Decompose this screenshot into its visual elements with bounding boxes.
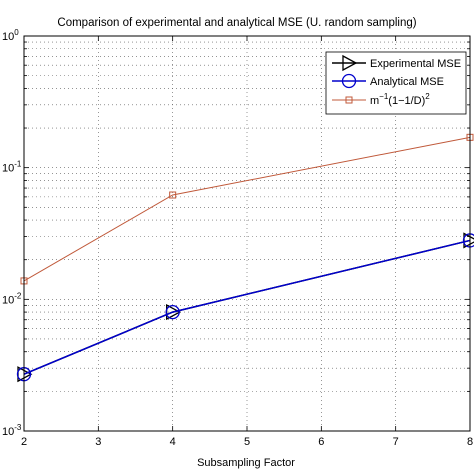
series-line bbox=[23, 239, 471, 375]
data-point-circle bbox=[165, 304, 180, 320]
legend-label-analytical: Analytical MSE bbox=[370, 76, 444, 88]
series-group bbox=[16, 133, 474, 383]
x-tick-label: 3 bbox=[95, 436, 101, 448]
y-tick-labels: 10-3 10-2 10-1 100 bbox=[2, 28, 22, 438]
legend-entry-experimental: Experimental MSE bbox=[332, 54, 461, 72]
x-tick-labels: 2 3 4 5 6 7 8 bbox=[21, 436, 473, 448]
x-axis-label: Subsampling Factor bbox=[197, 457, 295, 469]
chart-title: Comparison of experimental and analytica… bbox=[57, 17, 416, 29]
circle-marker-icon bbox=[341, 73, 357, 89]
legend-entry-formula: m−1(1−1/D)2 bbox=[332, 92, 430, 107]
x-tick-label: 8 bbox=[467, 436, 473, 448]
legend-label-experimental: Experimental MSE bbox=[370, 58, 461, 70]
x-tick-label: 6 bbox=[318, 436, 324, 448]
x-tick-label: 7 bbox=[393, 436, 399, 448]
series-line bbox=[23, 136, 471, 282]
data-point-square bbox=[169, 191, 177, 199]
y-tick-label: 100 bbox=[2, 28, 19, 43]
triangle-right-icon bbox=[342, 54, 358, 72]
plot-frame bbox=[23, 35, 471, 432]
legend-entry-analytical: Analytical MSE bbox=[332, 73, 444, 89]
legend: Experimental MSE Analytical MSE m−1(1−1/… bbox=[325, 51, 467, 115]
square-marker-icon bbox=[345, 96, 353, 104]
y-tick-label: 10-2 bbox=[2, 291, 22, 306]
x-tick-label: 4 bbox=[170, 436, 176, 448]
x-tick-label: 5 bbox=[244, 436, 250, 448]
y-tick-label: 10-1 bbox=[2, 160, 22, 175]
legend-label-formula: m−1(1−1/D)2 bbox=[370, 92, 430, 107]
x-tick-label: 2 bbox=[21, 436, 27, 448]
y-tick-label: 10-3 bbox=[2, 423, 22, 438]
